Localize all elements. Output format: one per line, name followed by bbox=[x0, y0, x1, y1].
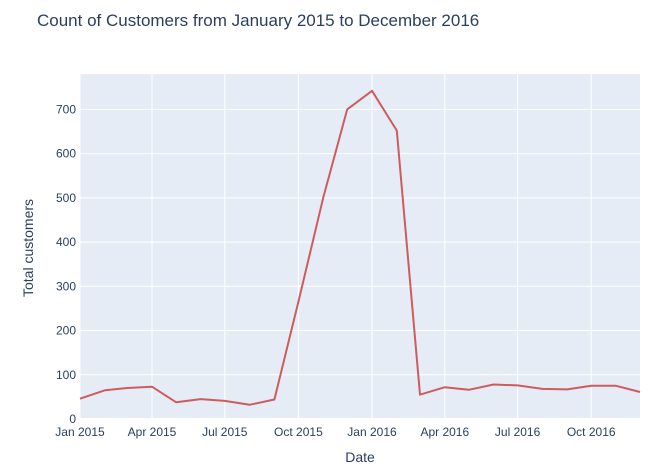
y-tick-label: 0 bbox=[69, 412, 76, 426]
x-tick-label: Apr 2016 bbox=[420, 425, 469, 439]
x-tick-label: Jan 2016 bbox=[347, 425, 397, 439]
y-tick-label: 100 bbox=[56, 368, 76, 382]
y-gridlines bbox=[80, 108, 640, 420]
plot-area bbox=[80, 74, 640, 419]
x-tick-label: Apr 2015 bbox=[128, 425, 177, 439]
y-tick-label: 400 bbox=[56, 235, 76, 249]
x-tick-label: Jul 2016 bbox=[495, 425, 541, 439]
x-tick-label: Jul 2015 bbox=[202, 425, 248, 439]
y-tick-labels: 0 100 200 300 400 500 600 700 bbox=[56, 102, 76, 426]
y-tick-label: 200 bbox=[56, 324, 76, 338]
x-gridlines bbox=[79, 74, 592, 419]
y-tick-label: 700 bbox=[56, 102, 76, 116]
y-axis-title: Total customers bbox=[20, 199, 36, 297]
x-tick-label: Jan 2015 bbox=[55, 425, 105, 439]
y-tick-label: 600 bbox=[56, 147, 76, 161]
series-group bbox=[79, 89, 641, 406]
x-tick-labels: Jan 2015 Apr 2015 Jul 2015 Oct 2015 Jan 2016… bbox=[55, 425, 616, 439]
x-axis-title: Date bbox=[345, 449, 375, 465]
series-line bbox=[79, 89, 641, 406]
x-tick-label: Oct 2015 bbox=[274, 425, 323, 439]
y-tick-label: 500 bbox=[56, 191, 76, 205]
y-tick-label: 300 bbox=[56, 279, 76, 293]
chart-title: Count of Customers from January 2015 to … bbox=[37, 11, 479, 30]
x-tick-label: Oct 2016 bbox=[567, 425, 616, 439]
